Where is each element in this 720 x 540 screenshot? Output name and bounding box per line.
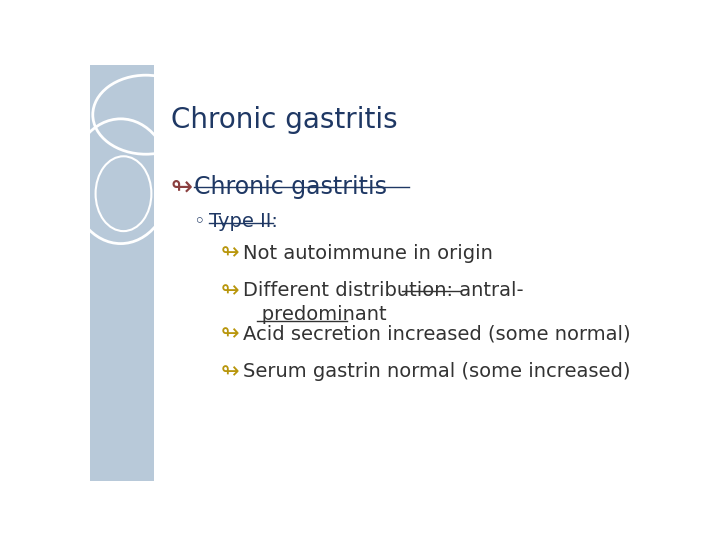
Text: Acid secretion increased (some normal): Acid secretion increased (some normal) — [243, 325, 631, 343]
Text: Chronic gastritis: Chronic gastritis — [171, 106, 397, 134]
Text: Type II:: Type II: — [209, 212, 278, 232]
Text: Different distribution: antral-
   predominant: Different distribution: antral- predomin… — [243, 281, 524, 323]
Text: ↬: ↬ — [221, 244, 240, 264]
Text: ◦: ◦ — [193, 212, 204, 232]
Text: ↬: ↬ — [221, 362, 240, 382]
FancyBboxPatch shape — [90, 65, 154, 481]
Text: Serum gastrin normal (some increased): Serum gastrin normal (some increased) — [243, 362, 631, 381]
Text: Not autoimmune in origin: Not autoimmune in origin — [243, 244, 493, 262]
Text: ↬: ↬ — [171, 175, 193, 201]
Text: ↬: ↬ — [221, 325, 240, 345]
Text: Chronic gastritis: Chronic gastritis — [194, 175, 387, 199]
Text: ↬: ↬ — [221, 281, 240, 301]
